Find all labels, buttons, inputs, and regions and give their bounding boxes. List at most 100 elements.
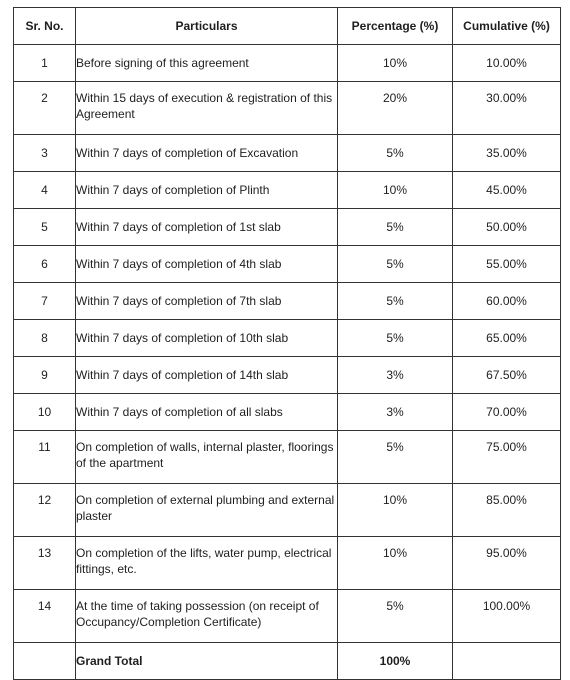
cell-sr-no-text: 8 — [41, 331, 48, 345]
header-cumulative: Cumulative (%) — [452, 7, 561, 45]
cell-cumulative — [452, 642, 561, 680]
cell-particulars-text: Within 7 days of completion of 1st slab — [76, 220, 281, 234]
header-percentage: Percentage (%) — [337, 7, 453, 45]
cell-particulars-text: On completion of external plumbing and e… — [76, 493, 335, 523]
cell-cumulative-text: 60.00% — [486, 294, 527, 308]
cell-particulars: Within 7 days of completion of 10th slab — [75, 319, 338, 357]
cell-particulars-text: Within 7 days of completion of 10th slab — [76, 331, 289, 345]
cell-sr-no — [13, 642, 76, 680]
table-row: 11 On completion of walls, internal plast… — [13, 430, 561, 484]
cell-cumulative-text: 35.00% — [486, 146, 527, 160]
table-row: 10 Within 7 days of completion of all sla… — [13, 393, 561, 431]
cell-particulars: On completion of external plumbing and e… — [75, 483, 338, 537]
cell-cumulative-text: 95.00% — [486, 546, 527, 560]
cell-sr-no-text: 2 — [41, 91, 48, 105]
cell-sr-no-text: 14 — [37, 599, 52, 613]
cell-percentage-text: 5% — [386, 331, 404, 345]
cell-particulars: Within 7 days of completion of Plinth — [75, 171, 338, 209]
cell-cumulative: 60.00% — [452, 282, 561, 320]
cell-cumulative: 50.00% — [452, 208, 561, 246]
cell-sr-no-text: 6 — [41, 257, 48, 271]
cell-cumulative: 75.00% — [452, 430, 561, 484]
table-row: 8 Within 7 days of completion of 10th sla… — [13, 319, 561, 357]
cell-percentage-text: 100% — [379, 654, 411, 668]
cell-cumulative-text: 75.00% — [486, 440, 527, 454]
cell-percentage: 5% — [337, 319, 453, 357]
cell-sr-no: 11 — [13, 430, 76, 484]
cell-particulars: On completion of the lifts, water pump, … — [75, 536, 338, 590]
cell-particulars-text: Grand Total — [76, 654, 143, 668]
cell-percentage-text: 5% — [386, 220, 404, 234]
cell-sr-no: 2 — [13, 81, 76, 135]
cell-particulars: At the time of taking possession (on rec… — [75, 589, 338, 643]
cell-sr-no-text: 9 — [41, 368, 48, 382]
cell-percentage: 3% — [337, 356, 453, 394]
cell-sr-no-text: 3 — [41, 146, 48, 160]
table-row: 3 Within 7 days of completion of Excavati… — [13, 134, 561, 172]
cell-particulars-text: Within 15 days of execution & registrati… — [76, 91, 333, 121]
cell-cumulative: 55.00% — [452, 245, 561, 283]
cell-cumulative-text: 30.00% — [486, 91, 527, 105]
cell-sr-no: 5 — [13, 208, 76, 246]
cell-cumulative-text: 45.00% — [486, 183, 527, 197]
table-row: 9 Within 7 days of completion of 14th sla… — [13, 356, 561, 394]
cell-sr-no: 3 — [13, 134, 76, 172]
cell-cumulative: 95.00% — [452, 536, 561, 590]
header-particulars: Particulars — [75, 7, 338, 45]
cell-percentage: 5% — [337, 208, 453, 246]
cell-cumulative: 35.00% — [452, 134, 561, 172]
cell-particulars: Within 7 days of completion of Excavatio… — [75, 134, 338, 172]
cell-particulars-text: Before signing of this agreement — [76, 56, 249, 70]
cell-cumulative-text: 50.00% — [486, 220, 527, 234]
cell-sr-no: 9 — [13, 356, 76, 394]
cell-sr-no-text — [14, 643, 75, 653]
cell-cumulative: 10.00% — [452, 44, 561, 82]
cell-cumulative-text: 85.00% — [486, 493, 527, 507]
cell-particulars: Within 7 days of completion of 14th slab — [75, 356, 338, 394]
cell-percentage: 10% — [337, 483, 453, 537]
cell-particulars: Within 7 days of completion of 4th slab — [75, 245, 338, 283]
cell-percentage: 10% — [337, 536, 453, 590]
table-row: 13 On completion of the lifts, water pump… — [13, 536, 561, 590]
cell-sr-no-text: 12 — [37, 493, 52, 507]
cell-particulars-text: Within 7 days of completion of 14th slab — [76, 368, 289, 382]
cell-cumulative-text: 55.00% — [486, 257, 527, 271]
cell-percentage: 5% — [337, 282, 453, 320]
payment-schedule-table: Sr. No. Particulars Percentage (%) Cumul… — [13, 7, 561, 680]
cell-percentage: 10% — [337, 171, 453, 209]
cell-percentage-text: 5% — [386, 257, 404, 271]
cell-particulars-text: Within 7 days of completion of Excavatio… — [76, 146, 299, 160]
cell-particulars-text: On completion of walls, internal plaster… — [76, 440, 334, 470]
cell-particulars: Grand Total — [75, 642, 338, 680]
cell-percentage: 10% — [337, 44, 453, 82]
cell-particulars-text: Within 7 days of completion of Plinth — [76, 183, 270, 197]
cell-sr-no: 1 — [13, 44, 76, 82]
cell-percentage-text: 10% — [382, 493, 408, 507]
cell-sr-no: 13 — [13, 536, 76, 590]
cell-percentage-text: 3% — [386, 405, 404, 419]
header-sr-no: Sr. No. — [13, 7, 76, 45]
cell-particulars: Within 7 days of completion of 1st slab — [75, 208, 338, 246]
table-row: 14 At the time of taking possession (on r… — [13, 589, 561, 643]
cell-percentage-text: 5% — [386, 146, 404, 160]
cell-particulars: Within 7 days of completion of all slabs — [75, 393, 338, 431]
grand-total-row: Grand Total 100% — [13, 642, 561, 680]
cell-particulars-text: Within 7 days of completion of 7th slab — [76, 294, 282, 308]
cell-particulars: Within 15 days of execution & registrati… — [75, 81, 338, 135]
cell-particulars-text: At the time of taking possession (on rec… — [76, 599, 319, 629]
cell-sr-no-text: 7 — [41, 294, 48, 308]
cell-cumulative-text: 70.00% — [486, 405, 527, 419]
cell-particulars: On completion of walls, internal plaster… — [75, 430, 338, 484]
cell-cumulative-text: 100.00% — [482, 599, 531, 613]
cell-sr-no: 10 — [13, 393, 76, 431]
cell-sr-no-text: 4 — [41, 183, 48, 197]
cell-sr-no-text: 10 — [37, 405, 52, 419]
cell-particulars: Before signing of this agreement — [75, 44, 338, 82]
cell-percentage: 20% — [337, 81, 453, 135]
cell-sr-no: 8 — [13, 319, 76, 357]
table-row: 2 Within 15 days of execution & registrat… — [13, 81, 561, 135]
cell-sr-no-text: 11 — [38, 440, 51, 454]
cell-sr-no: 6 — [13, 245, 76, 283]
cell-percentage-text: 5% — [386, 440, 404, 454]
cell-percentage: 5% — [337, 245, 453, 283]
